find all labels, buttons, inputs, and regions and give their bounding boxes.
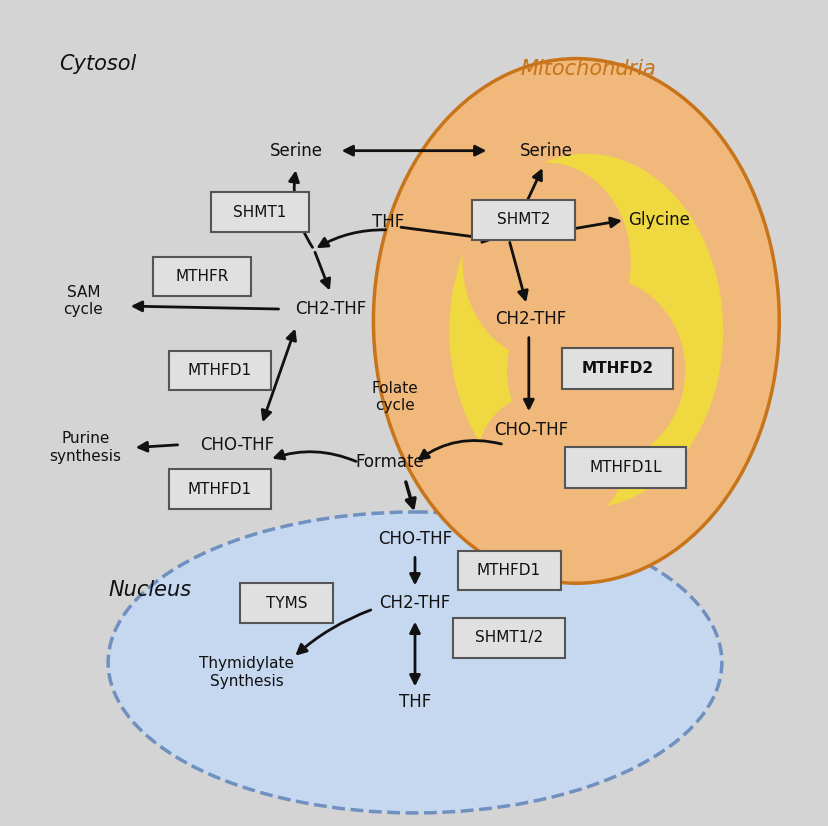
Text: Mitochondria: Mitochondria xyxy=(520,59,655,78)
FancyBboxPatch shape xyxy=(210,192,308,232)
Text: TYMS: TYMS xyxy=(265,596,306,610)
FancyBboxPatch shape xyxy=(562,348,672,389)
Ellipse shape xyxy=(373,59,778,583)
Text: CH2-THF: CH2-THF xyxy=(494,310,566,328)
Text: MTHFD1: MTHFD1 xyxy=(188,363,252,378)
FancyBboxPatch shape xyxy=(168,469,271,509)
Ellipse shape xyxy=(462,163,630,360)
Text: MTHFD1: MTHFD1 xyxy=(188,482,252,496)
Text: Cytosol: Cytosol xyxy=(59,54,136,74)
Text: Nucleus: Nucleus xyxy=(108,581,191,601)
Ellipse shape xyxy=(449,154,722,508)
Text: MTHFR: MTHFR xyxy=(176,269,229,284)
FancyBboxPatch shape xyxy=(472,200,575,240)
Text: CHO-THF: CHO-THF xyxy=(378,529,451,548)
Text: Serine: Serine xyxy=(519,142,572,159)
Ellipse shape xyxy=(477,390,625,529)
Ellipse shape xyxy=(108,512,721,813)
Text: Formate: Formate xyxy=(355,453,424,472)
Text: THF: THF xyxy=(372,213,404,231)
FancyBboxPatch shape xyxy=(239,583,332,623)
Text: MTHFD1L: MTHFD1L xyxy=(589,460,662,475)
FancyBboxPatch shape xyxy=(565,447,686,488)
Text: Glycine: Glycine xyxy=(628,211,690,229)
Text: Purine
synthesis: Purine synthesis xyxy=(50,431,121,464)
Text: Folate: Folate xyxy=(372,381,418,396)
Text: MTHFD1: MTHFD1 xyxy=(476,563,541,578)
Text: CHO-THF: CHO-THF xyxy=(200,435,273,453)
Text: CHO-THF: CHO-THF xyxy=(493,420,567,439)
Text: CH2-THF: CH2-THF xyxy=(295,300,366,318)
FancyBboxPatch shape xyxy=(168,350,271,390)
Text: SHMT1/2: SHMT1/2 xyxy=(474,630,542,645)
Text: SHMT1: SHMT1 xyxy=(233,205,286,220)
Text: THF: THF xyxy=(398,693,431,711)
Text: cycle: cycle xyxy=(375,397,415,412)
FancyBboxPatch shape xyxy=(457,551,560,591)
Text: MTHFD2: MTHFD2 xyxy=(581,361,653,376)
FancyBboxPatch shape xyxy=(153,257,251,297)
Text: CH2-THF: CH2-THF xyxy=(379,594,450,612)
Text: SAM
cycle: SAM cycle xyxy=(64,285,104,317)
FancyBboxPatch shape xyxy=(452,618,565,657)
Ellipse shape xyxy=(507,277,685,464)
Text: SHMT2: SHMT2 xyxy=(497,212,550,227)
Text: Serine: Serine xyxy=(269,142,322,159)
Text: Thymidylate
Synthesis: Thymidylate Synthesis xyxy=(199,656,294,689)
